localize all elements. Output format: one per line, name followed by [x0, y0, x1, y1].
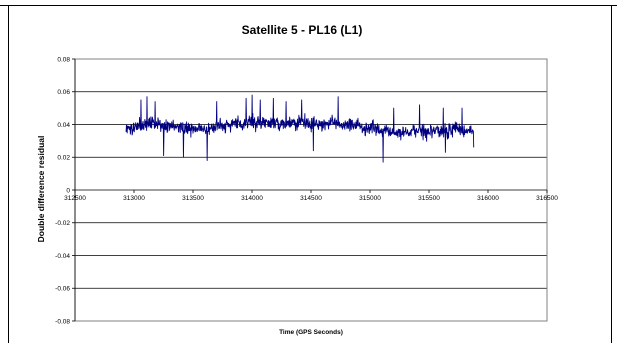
y-tick-label-4: 0: [66, 187, 70, 194]
y-tick-label-8: 0.08: [57, 56, 70, 63]
x-tick-label-0: 312500: [64, 195, 86, 202]
x-tick-labels: 312500 313000 313500 314000 314500 315000 3155…: [64, 195, 558, 202]
x-tick-label-6: 315500: [418, 195, 440, 202]
x-tick-label-2: 313500: [182, 195, 204, 202]
chart-title: Satellite 5 - PL16 (L1): [242, 23, 363, 37]
y-tick-label-2: -0.04: [55, 253, 70, 260]
y-axis-label: Double difference residual: [36, 136, 46, 243]
series-layer: [125, 94, 475, 163]
y-tick-label-5: 0.02: [57, 155, 70, 162]
y-tick-label-3: -0.02: [55, 220, 70, 227]
x-tick-label-1: 313000: [123, 195, 145, 202]
x-tick-label-8: 316500: [536, 195, 558, 202]
x-tick-label-4: 314500: [300, 195, 322, 202]
x-axis-label: Time (GPS Seconds): [279, 329, 343, 336]
axes: [72, 58, 548, 322]
series-line: [125, 94, 475, 163]
y-tick-label-7: 0.06: [57, 89, 70, 96]
y-tick-label-0: -0.08: [55, 318, 70, 325]
y-tick-label-1: -0.06: [55, 286, 70, 293]
right-border: [611, 5, 612, 343]
top-border: [0, 5, 617, 6]
x-tick-label-3: 314000: [241, 195, 263, 202]
left-border: [8, 5, 9, 343]
y-tick-labels: -0.08 -0.06 -0.04 -0.02 0 0.02 0.04 0.06 0.08: [55, 56, 70, 325]
x-tick-label-7: 316000: [477, 195, 499, 202]
x-tick-label-5: 315000: [359, 195, 381, 202]
y-tick-label-6: 0.04: [57, 122, 70, 129]
